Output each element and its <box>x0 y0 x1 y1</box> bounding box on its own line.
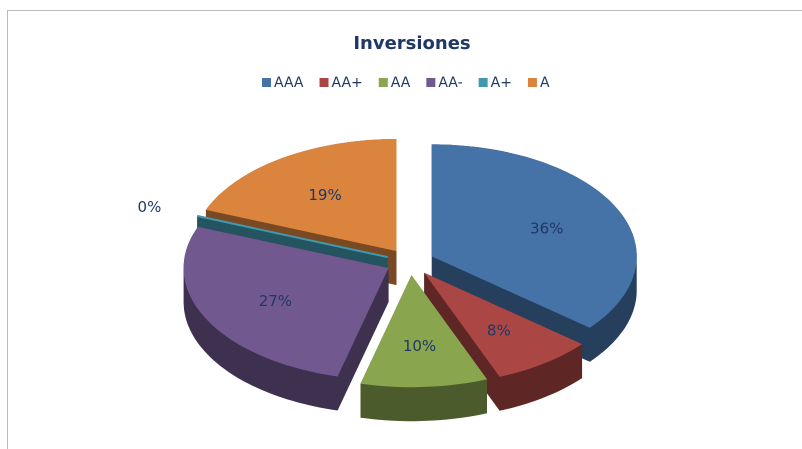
legend-label: AA <box>391 75 411 91</box>
legend-swatch <box>527 78 537 87</box>
data-label: 10% <box>403 337 436 355</box>
legend-swatch <box>478 78 488 87</box>
data-label: 8% <box>487 321 511 339</box>
slice-top <box>424 272 583 377</box>
legend-label: AAA <box>274 75 304 91</box>
chart-title: Inversiones <box>353 33 470 54</box>
data-label: 19% <box>308 186 341 204</box>
slice-top <box>431 144 637 328</box>
slice-top <box>205 139 397 252</box>
legend-label: AA+ <box>332 75 363 91</box>
legend-swatch <box>426 78 436 87</box>
legend-swatch <box>262 78 271 87</box>
legend-swatch <box>378 78 388 87</box>
data-label: 27% <box>259 292 292 310</box>
slice-top <box>360 275 487 388</box>
data-label: 0% <box>138 198 162 216</box>
data-label: 36% <box>530 219 563 237</box>
legend-label: A+ <box>491 75 512 91</box>
legend-swatch <box>319 78 329 87</box>
slice-top <box>183 226 389 377</box>
legend-label: A <box>540 75 550 91</box>
slice-top <box>196 214 388 259</box>
legend-label: AA- <box>438 75 462 91</box>
